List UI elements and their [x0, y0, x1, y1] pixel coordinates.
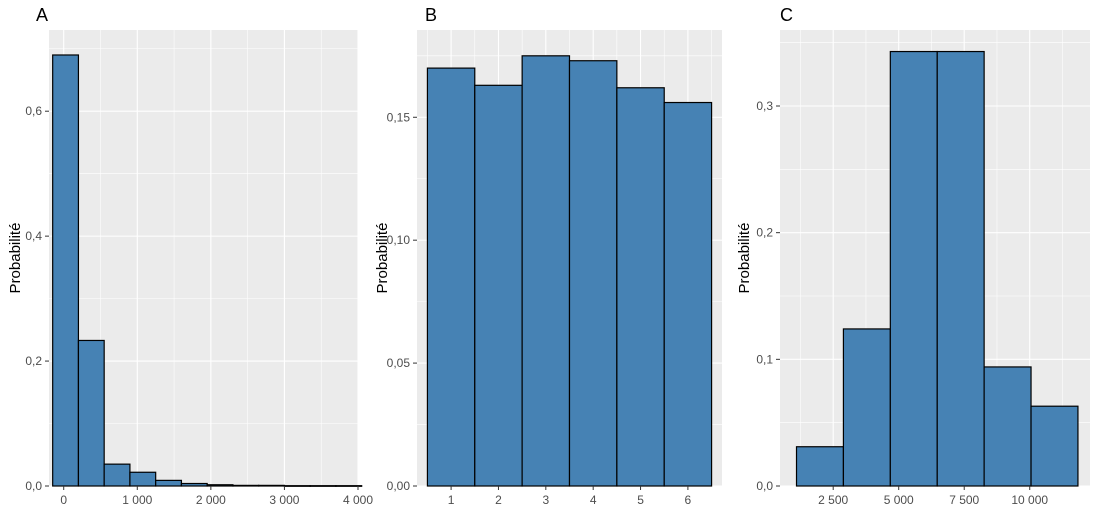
- histogram-bar: [842, 328, 891, 487]
- histogram-bar: [77, 339, 105, 487]
- y-tick-label: 0,00: [387, 479, 411, 493]
- panel-tag: C: [780, 5, 793, 25]
- x-tick-label: 1: [448, 493, 455, 507]
- x-tick-label: 6: [685, 493, 692, 507]
- histogram-bar: [129, 471, 157, 487]
- histogram-bar: [180, 482, 208, 487]
- y-tick-label: 0,0: [25, 479, 42, 493]
- histogram-bar: [983, 366, 1032, 487]
- x-tick-label: 5: [637, 493, 644, 507]
- histogram-bar: [309, 485, 337, 487]
- histogram-bar: [103, 463, 131, 487]
- x-tick-label: 5 000: [884, 493, 914, 507]
- x-tick-label: 2: [495, 493, 502, 507]
- y-axis-title: Probabilité: [7, 223, 24, 294]
- chart-panel-b: 0,00 0,05 0,10 0,15 1 2 3 4 5 6 Probabilité B: [374, 5, 722, 507]
- histogram-bar: [232, 484, 260, 487]
- histogram-bar: [426, 67, 476, 487]
- x-tick-label: 7 500: [949, 493, 979, 507]
- histogram-bar: [155, 479, 183, 487]
- chart-panel-c: 0,0 0,1 0,2 0,3 2 500 5 000 7 500 10 000 Probabi…: [736, 5, 1090, 507]
- chart-panel-a: 0,0 0,2 0,4 0,6 0 1 000 2 000 3 000 4 000 Probabi…: [7, 5, 373, 507]
- histogram-bar: [474, 84, 523, 487]
- y-tick-label: 0,10: [387, 233, 411, 247]
- histogram-bar: [52, 54, 80, 487]
- histogram-bar: [568, 60, 618, 487]
- y-tick-label: 0,15: [387, 110, 411, 124]
- histogram-bar: [795, 446, 845, 487]
- x-tick-label: 4 000: [343, 493, 373, 507]
- histogram-bar: [616, 87, 665, 487]
- histogram-bar: [283, 485, 311, 487]
- x-tick-label: 2 000: [196, 493, 226, 507]
- x-tick-label: 3: [542, 493, 549, 507]
- panel-tag: A: [36, 5, 48, 25]
- y-tick-label: 0,05: [387, 356, 411, 370]
- y-axis-title: Probabilité: [736, 223, 753, 294]
- y-tick-label: 0,2: [25, 354, 42, 368]
- y-tick-label: 0,4: [25, 229, 42, 243]
- x-tick-label: 0: [60, 493, 67, 507]
- x-tick-label: 10 000: [1011, 493, 1048, 507]
- histogram-bar: [889, 50, 938, 487]
- histogram-bar: [663, 101, 713, 487]
- x-tick-label: 3 000: [269, 493, 299, 507]
- y-tick-label: 0,0: [756, 479, 773, 493]
- y-tick-label: 0,2: [756, 226, 773, 240]
- y-axis-title: Probabilité: [374, 223, 391, 294]
- histogram-bar: [258, 484, 286, 487]
- y-tick-label: 0,1: [756, 352, 773, 366]
- histogram-bar: [1030, 405, 1079, 487]
- y-tick-label: 0,3: [756, 99, 773, 113]
- histogram-bar: [206, 484, 234, 487]
- histogram-bar: [936, 50, 985, 487]
- panel-tag: B: [425, 5, 437, 25]
- histogram-bar: [521, 55, 571, 487]
- y-tick-label: 0,6: [25, 104, 42, 118]
- x-tick-label: 1 000: [122, 493, 152, 507]
- x-tick-label: 2 500: [818, 493, 848, 507]
- x-tick-label: 4: [590, 493, 597, 507]
- histogram-bar: [335, 485, 363, 487]
